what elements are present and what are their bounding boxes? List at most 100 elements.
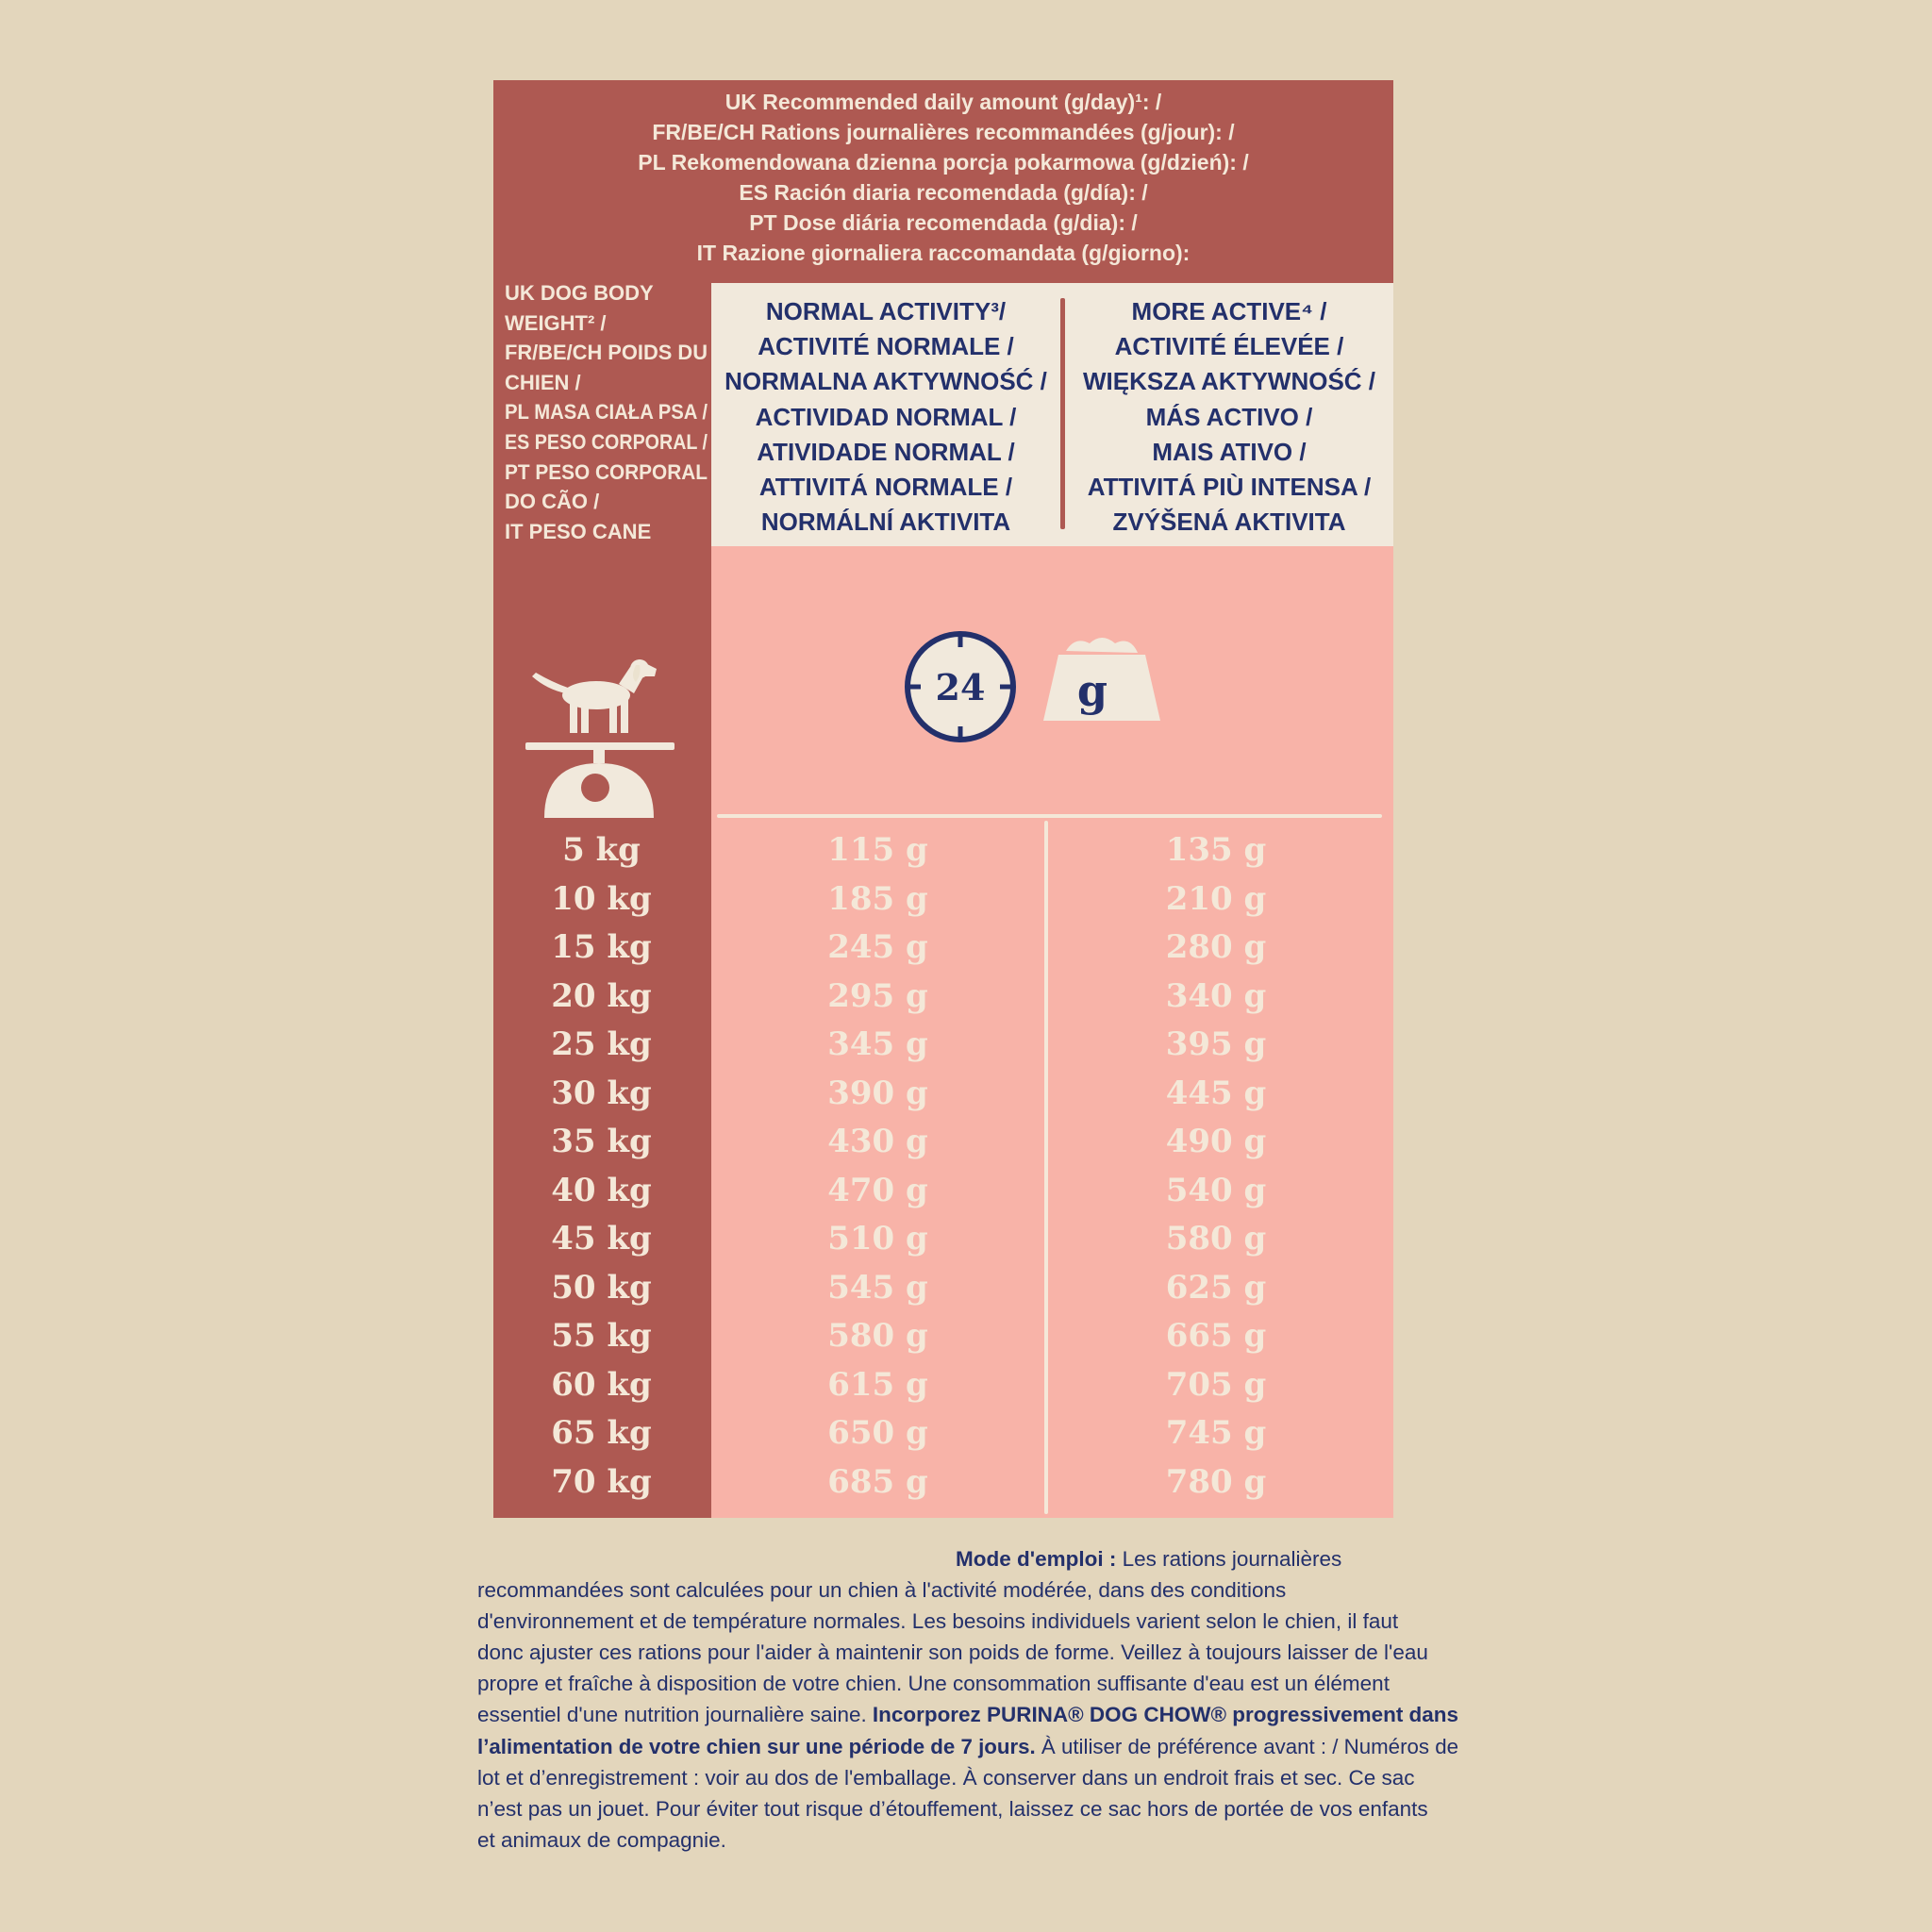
table-divider-horizontal xyxy=(717,814,1382,818)
normal-amount-cell: 650 g xyxy=(827,1414,928,1452)
body-weight-line: PT PESO CORPORAL xyxy=(505,459,708,484)
more-active-line: ZVÝŠENÁ AKTIVITA xyxy=(1112,508,1346,537)
normal-activity-line: ACTIVIDAD NORMAL / xyxy=(755,402,1017,431)
table-row: 20 kg 295 g 340 g xyxy=(493,973,1393,1022)
table-row: 60 kg 615 g 705 g xyxy=(493,1361,1393,1410)
more-active-line: MORE ACTIVE⁴ / xyxy=(1131,297,1327,325)
normal-amount-cell: 580 g xyxy=(827,1317,928,1355)
normal-amount-cell: 115 g xyxy=(827,831,928,869)
more-active-line: WIĘKSZA AKTYWNOŚĆ / xyxy=(1082,367,1376,396)
weight-cell: 5 kg xyxy=(562,831,641,869)
activity-header xyxy=(711,283,1393,546)
table-row: 25 kg 345 g 395 g xyxy=(493,1021,1393,1070)
more-active-amount-cell: 540 g xyxy=(1165,1171,1267,1209)
normal-activity-line: ATTIVITÁ NORMALE / xyxy=(758,473,1013,502)
food-bowl-icon: g xyxy=(1043,638,1160,721)
normal-amount-cell: 470 g xyxy=(827,1171,928,1209)
table-row: 35 kg 430 g 490 g xyxy=(493,1118,1393,1167)
normal-activity-line: NORMAL ACTIVITY³/ xyxy=(765,297,1007,325)
table-row: 45 kg 510 g 580 g xyxy=(493,1215,1393,1264)
more-active-amount-cell: 745 g xyxy=(1165,1414,1267,1452)
more-active-line: MÁS ACTIVO / xyxy=(1145,402,1313,431)
normal-amount-cell: 430 g xyxy=(827,1123,928,1160)
activity-divider xyxy=(1060,298,1065,529)
weight-cell: 65 kg xyxy=(551,1414,652,1452)
more-active-amount-cell: 135 g xyxy=(1165,831,1267,869)
weight-cell: 45 kg xyxy=(551,1220,652,1257)
normal-activity-line: NORMALNA AKTYWNOŚĆ / xyxy=(724,367,1047,396)
weight-cell: 30 kg xyxy=(551,1074,652,1112)
normal-amount-cell: 245 g xyxy=(827,928,928,966)
body-weight-line: IT PESO CANE xyxy=(505,519,652,543)
title-line: ES Ración diaria recomendada (g/día): / xyxy=(739,180,1148,205)
more-active-amount-cell: 340 g xyxy=(1165,976,1267,1015)
more-active-line: ATTIVITÁ PIÙ INTENSA / xyxy=(1087,473,1372,502)
table-row: 15 kg 245 g 280 g xyxy=(493,924,1393,973)
table-row: 5 kg 115 g 135 g xyxy=(493,826,1393,875)
more-active-amount-cell: 210 g xyxy=(1165,879,1267,918)
more-active-header: MORE ACTIVE⁴ / ACTIVITÉ ÉLEVÉE / WIĘKSZA A… xyxy=(1065,294,1393,540)
table-row: 55 kg 580 g 665 g xyxy=(493,1312,1393,1361)
mode-emploi-text: Mode d'emploi : Les rations journalières… xyxy=(477,1547,1458,1852)
clock-24-label: 24 xyxy=(936,666,986,708)
body-weight-label: UK DOG BODY WEIGHT² / FR/BE/CH POIDS DU CHI… xyxy=(505,278,717,546)
clock-24-icon: 24 xyxy=(905,631,1016,742)
normal-activity-line: NORMÁLNÍ AKTIVITA xyxy=(760,508,1011,537)
body-weight-line: DO CÃO / xyxy=(505,490,600,514)
more-active-amount-cell: 665 g xyxy=(1165,1317,1267,1355)
bowl-g-label: g xyxy=(1077,665,1108,716)
mode-emploi-heading: Mode d'emploi : xyxy=(956,1547,1117,1571)
title-line: PT Dose diária recomendada (g/dia): / xyxy=(749,210,1138,235)
normal-amount-cell: 615 g xyxy=(827,1365,928,1404)
normal-amount-cell: 185 g xyxy=(827,879,928,918)
more-active-amount-cell: 490 g xyxy=(1165,1123,1267,1160)
weight-cell: 40 kg xyxy=(551,1171,652,1209)
title-line: UK Recommended daily amount (g/day)¹: / xyxy=(724,90,1162,114)
weight-cell: 10 kg xyxy=(551,879,652,918)
title-line: IT Razione giornaliera raccomandata (g/g… xyxy=(696,241,1191,265)
more-active-amount-cell: 780 g xyxy=(1165,1462,1267,1501)
table-row: 40 kg 470 g 540 g xyxy=(493,1167,1393,1216)
normal-amount-cell: 685 g xyxy=(827,1462,928,1501)
normal-activity-line: ATIVIDADE NORMAL / xyxy=(757,437,1015,466)
dog-on-scale-icon xyxy=(525,659,675,818)
body-weight-line: PL MASA CIAŁA PSA / xyxy=(505,400,708,425)
weight-cell: 35 kg xyxy=(551,1123,652,1160)
title-line: PL Rekomendowana dzienna porcja pokarmow… xyxy=(638,150,1249,175)
more-active-amount-cell: 625 g xyxy=(1165,1268,1267,1307)
body-weight-line: FR/BE/CH POIDS DU xyxy=(505,341,708,365)
weight-cell: 55 kg xyxy=(551,1317,652,1355)
normal-amount-cell: 390 g xyxy=(827,1074,928,1112)
normal-amount-cell: 345 g xyxy=(827,1025,928,1063)
more-active-amount-cell: 280 g xyxy=(1165,928,1267,966)
table-row: 70 kg 685 g 780 g xyxy=(493,1458,1393,1507)
table-row: 30 kg 390 g 445 g xyxy=(493,1070,1393,1119)
weight-cell: 20 kg xyxy=(551,976,652,1015)
normal-activity-line: ACTIVITÉ NORMALE / xyxy=(758,332,1014,361)
more-active-amount-cell: 580 g xyxy=(1165,1220,1267,1257)
table-row: 50 kg 545 g 625 g xyxy=(493,1264,1393,1313)
more-active-line: MAIS ATIVO / xyxy=(1152,437,1307,466)
normal-amount-cell: 295 g xyxy=(827,976,928,1015)
more-active-amount-cell: 445 g xyxy=(1165,1074,1267,1112)
more-active-amount-cell: 395 g xyxy=(1165,1025,1267,1063)
feeding-table-title: UK Recommended daily amount (g/day)¹: / F… xyxy=(493,87,1393,268)
weight-cell: 15 kg xyxy=(551,928,652,966)
weight-cell: 70 kg xyxy=(551,1462,652,1501)
more-active-line: ACTIVITÉ ÉLEVÉE / xyxy=(1114,332,1344,361)
body-weight-line: CHIEN / xyxy=(505,370,581,394)
weight-cell: 60 kg xyxy=(551,1365,652,1404)
normal-amount-cell: 510 g xyxy=(827,1220,928,1257)
normal-amount-cell: 545 g xyxy=(827,1268,928,1307)
weight-cell: 25 kg xyxy=(551,1025,652,1063)
table-row: 65 kg 650 g 745 g xyxy=(493,1409,1393,1458)
title-line: FR/BE/CH Rations journalières recommandé… xyxy=(652,120,1235,144)
daily-amount-icons: 24 g xyxy=(905,631,1160,742)
table-divider-vertical xyxy=(1044,821,1048,1514)
body-weight-line: WEIGHT² / xyxy=(505,310,607,335)
table-row: 10 kg 185 g 210 g xyxy=(493,875,1393,924)
normal-activity-header: NORMAL ACTIVITY³/ACTIVITÉ NORMALE / NORMA… xyxy=(711,294,1060,540)
more-active-amount-cell: 705 g xyxy=(1165,1365,1267,1404)
weight-cell: 50 kg xyxy=(551,1268,652,1307)
body-weight-line: UK DOG BODY xyxy=(505,281,654,305)
